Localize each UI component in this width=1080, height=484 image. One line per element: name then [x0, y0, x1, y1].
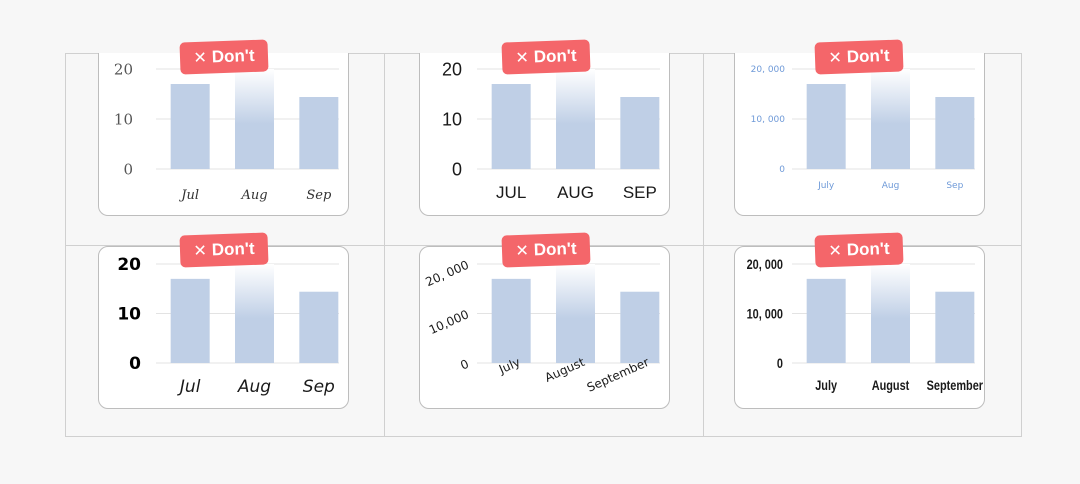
y-tick-label: 0 — [458, 357, 471, 373]
x-tick-label: August — [872, 378, 910, 394]
bar — [556, 69, 595, 169]
y-tick-label: 20, 000 — [747, 257, 783, 273]
x-tick-label: Aug — [882, 181, 900, 191]
bar-chart: 0 10 20 JUL AUG SEP — [442, 59, 660, 202]
close-icon: ✕ — [515, 49, 530, 68]
y-tick-label: 0 — [129, 354, 141, 374]
x-tick-label: Sep — [946, 181, 963, 191]
chart-card: 0 10 20 Jul Aug Sep — [98, 246, 349, 409]
x-tick-label: SEP — [623, 183, 657, 202]
y-tick-label: 10 — [117, 304, 141, 324]
y-tick-label: 20 — [117, 255, 141, 275]
dont-badge: ✕ Don't — [179, 232, 269, 268]
close-icon: ✕ — [193, 242, 208, 261]
bar — [491, 278, 531, 363]
bar — [170, 278, 210, 363]
x-tick-label: July — [815, 378, 837, 394]
bar — [871, 264, 910, 363]
y-tick-label: 20 — [442, 59, 462, 79]
badge-label: Don't — [533, 238, 577, 260]
chart-card: 0 10, 000 20, 000 July August September — [734, 246, 985, 409]
x-tick-label: July — [817, 181, 835, 191]
x-tick-label: JUL — [496, 183, 526, 202]
badge-label: Don't — [211, 238, 255, 260]
y-tick-label: 20, 000 — [423, 258, 471, 289]
bar — [620, 97, 660, 169]
dont-badge: ✕ Don't — [814, 39, 904, 75]
bar — [491, 84, 531, 169]
y-tick-label: 10, 000 — [751, 115, 786, 125]
y-tick-label: 20 — [114, 60, 133, 78]
bar — [235, 69, 274, 169]
bar-chart: 0 10, 000 20, 000 July August September — [747, 257, 984, 394]
chart-card: 0 10, 000 20, 000 July Aug Sep — [734, 53, 985, 216]
y-tick-label: 10, 000 — [747, 306, 783, 322]
x-tick-label: Aug — [240, 188, 267, 203]
bar — [935, 291, 975, 363]
bar — [806, 278, 846, 363]
y-tick-label: 10,000 — [427, 307, 471, 337]
bar-chart: 0 10 20 Jul Aug Sep — [117, 255, 339, 397]
bar — [935, 97, 975, 169]
bar — [806, 84, 846, 169]
close-icon: ✕ — [515, 242, 530, 261]
badge-label: Don't — [533, 45, 577, 67]
chart-card: 0 10,000 20, 000 July August September — [419, 246, 670, 409]
y-tick-label: 0 — [779, 165, 785, 175]
y-tick-label: 0 — [777, 356, 783, 372]
y-tick-label: 20, 000 — [751, 65, 786, 75]
close-icon: ✕ — [828, 49, 843, 68]
chart-card: 0 10 20 JUL AUG SEP — [419, 53, 670, 216]
y-tick-label: 10 — [442, 109, 462, 129]
x-tick-label: Jul — [177, 377, 201, 397]
x-tick-label: September — [927, 378, 984, 394]
x-tick-label: Sep — [303, 377, 335, 397]
bar — [556, 264, 595, 363]
bar — [170, 84, 210, 169]
dont-badge: ✕ Don't — [814, 232, 904, 268]
x-tick-label: Jul — [178, 188, 199, 203]
bar — [871, 69, 910, 169]
x-tick-label: Sep — [306, 188, 332, 203]
dont-badge: ✕ Don't — [179, 39, 269, 75]
chart-card: 0 10 20 Jul Aug Sep — [98, 53, 349, 216]
close-icon: ✕ — [828, 242, 843, 261]
bar — [620, 291, 660, 363]
x-tick-label: Aug — [237, 377, 271, 397]
y-tick-label: 0 — [452, 159, 462, 179]
bar — [235, 264, 274, 363]
close-icon: ✕ — [193, 49, 208, 68]
dont-badge: ✕ Don't — [501, 232, 591, 268]
dont-badge: ✕ Don't — [501, 39, 591, 75]
badge-label: Don't — [211, 45, 255, 67]
x-tick-label: AUG — [557, 183, 594, 202]
y-tick-label: 0 — [123, 160, 133, 178]
bar — [299, 291, 339, 363]
bar-chart: 0 10, 000 20, 000 July Aug Sep — [751, 65, 975, 191]
badge-label: Don't — [846, 45, 890, 67]
badge-label: Don't — [846, 238, 890, 260]
bar-chart: 0 10 20 Jul Aug Sep — [114, 60, 339, 203]
bar — [299, 97, 339, 169]
y-tick-label: 10 — [114, 110, 133, 128]
